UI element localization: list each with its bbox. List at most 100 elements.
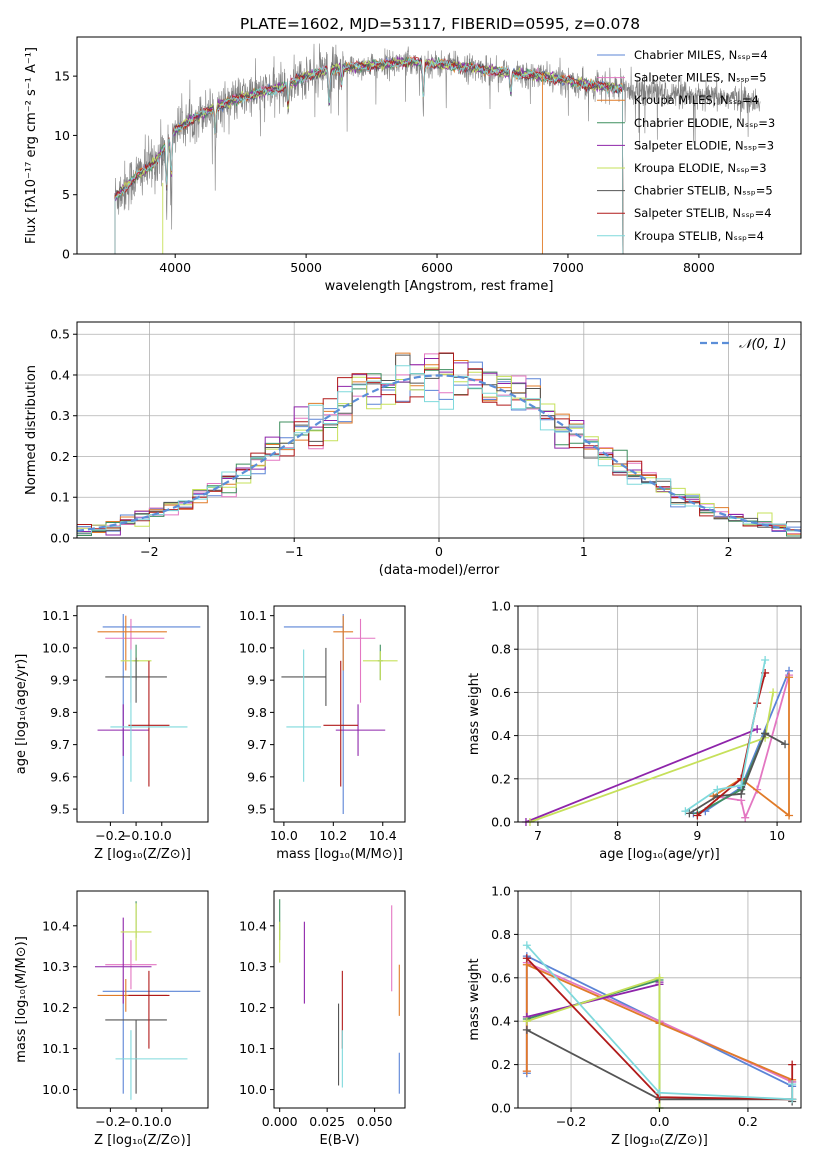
x-tick-label: 2	[725, 544, 733, 559]
x-tick-label: 10.0	[270, 828, 298, 843]
legend-label: Kroupa ELODIE, Nₛₛₚ=3	[634, 161, 767, 175]
weight-marker-kroupa-stelib	[788, 1095, 797, 1104]
y-tick-label: 9.6	[50, 769, 70, 784]
x-axis-label: mass [log₁₀(M/M⊙)]	[276, 847, 403, 862]
y-tick-label: 0.0	[50, 531, 70, 546]
weight-marker-salpeter-miles	[741, 813, 750, 822]
weight-marker-kroupa-stelib	[713, 785, 722, 794]
panel-age-vs-Z: −0.2−0.1 0.0 9.5 9.6 9.7 9.8 9.9 10.0 10.1 Z [log…	[14, 605, 209, 862]
x-tick-label: 8000	[683, 260, 715, 275]
y-tick-label: 10	[54, 128, 70, 143]
y-tick-label: 0.4	[491, 728, 511, 743]
y-tick-label: 5	[62, 187, 70, 202]
histograms	[77, 352, 801, 538]
weight-marker-kroupa-elodie	[655, 973, 664, 982]
x-tick-label: 6000	[421, 260, 453, 275]
y-tick-label: 10.1	[239, 608, 267, 623]
y-tick-label: 9.9	[50, 673, 70, 688]
y-tick-label: 0.6	[491, 970, 511, 985]
spectrum-lines	[114, 43, 761, 254]
weight-marker-kroupa-stelib	[761, 656, 770, 664]
spectrum-title: PLATE=1602, MJD=53117, FIBERID=0595, z=0…	[240, 15, 640, 33]
x-tick-label: 7000	[552, 260, 584, 275]
model-chabrier-miles	[114, 56, 624, 254]
y-tick-label: 10.3	[239, 959, 267, 974]
y-tick-label: 1.0	[491, 599, 511, 614]
x-tick-label: 1	[580, 544, 588, 559]
legend-label: Salpeter STELIB, Nₛₛₚ=4	[634, 206, 772, 220]
y-tick-label: 10.2	[42, 1000, 70, 1015]
x-axis-label: Z [log₁₀(Z/Z⊙)]	[611, 1133, 708, 1148]
x-axis-label: age [log₁₀(age/yr)]	[599, 847, 720, 862]
y-axis-label: Flux [fλ10⁻¹⁷ erg cm⁻² s⁻¹ A⁻¹]	[24, 47, 39, 244]
y-tick-label: 15	[54, 69, 70, 84]
weight-marker-chabrier-stelib	[737, 789, 746, 798]
x-tick-label: 8	[614, 828, 622, 843]
weight-marker-kroupa-miles	[785, 811, 794, 820]
x-tick-label: −2	[140, 544, 158, 559]
panel-weight-vs-age: 7 8 9 10 0.0 0.2 0.4 0.6 0.8 1.0 age [log₁₀(age/yr…	[467, 599, 802, 862]
legend-label: Salpeter MILES, Nₛₛₚ=5	[634, 71, 767, 85]
weight-line-salpeter-elodie	[525, 728, 758, 823]
y-tick-label: 10.0	[42, 1082, 70, 1097]
x-tick-label: −0.2	[556, 1114, 586, 1129]
y-tick-label: 0.4	[491, 1014, 511, 1029]
legend-label: Salpeter ELODIE, Nₛₛₚ=3	[634, 138, 774, 152]
x-tick-label: 10.4	[369, 828, 397, 843]
x-tick-label: −0.1	[121, 828, 151, 843]
legend-label: Chabrier STELIB, Nₛₛₚ=5	[634, 184, 773, 198]
axes-frame	[273, 605, 406, 823]
x-tick-label: 0.000	[262, 1114, 298, 1129]
panel-mass-vs-EBV: 0.000 0.025 0.050 10.0 10.1 10.2 10.3 10.4 E(B-V…	[239, 890, 406, 1148]
y-tick-label: 9.5	[50, 802, 70, 817]
weight-marker-kroupa-stelib	[655, 1088, 664, 1097]
histogram-kroupa-stelib	[77, 365, 801, 538]
x-tick-label: 4000	[159, 260, 191, 275]
y-tick-label: 0.1	[50, 490, 70, 505]
legend-label: 𝒩(0, 1)	[739, 337, 786, 352]
gaussian-curve	[77, 374, 801, 532]
y-tick-label: 0	[62, 247, 70, 262]
axes-frame	[76, 890, 209, 1109]
axes-frame	[76, 36, 802, 255]
x-axis-label: Z [log₁₀(Z/Z⊙)]	[94, 847, 191, 862]
weight-marker-chabrier-stelib	[781, 740, 790, 749]
y-tick-label: 10.1	[239, 1041, 267, 1056]
y-tick-label: 0.8	[491, 927, 511, 942]
axes-frame	[517, 605, 802, 823]
y-tick-label: 0.2	[491, 1057, 511, 1072]
weight-marker-kroupa-miles	[785, 673, 794, 682]
y-tick-label: 10.2	[239, 1000, 267, 1015]
legend-label: Chabrier ELODIE, Nₛₛₚ=3	[634, 116, 775, 130]
y-tick-label: 10.0	[239, 640, 267, 655]
weight-marker-salpeter-stelib	[522, 954, 531, 963]
panel-mass-vs-Z: −0.2−0.1 0.0 10.0 10.1 10.2 10.3 10.4 Z [log₁₀(…	[14, 890, 209, 1148]
y-tick-label: 0.5	[50, 327, 70, 342]
x-tick-label: 10.2	[319, 828, 347, 843]
y-tick-label: 9.8	[247, 705, 267, 720]
model-salpeter-elodie	[114, 55, 624, 254]
x-tick-label: 5000	[290, 260, 322, 275]
weight-line-kroupa-stelib	[526, 944, 794, 1101]
legend-label: Kroupa MILES, Nₛₛₚ=4	[634, 93, 759, 107]
y-tick-label: 9.7	[50, 737, 70, 752]
legend-label: Chabrier MILES, Nₛₛₚ=4	[634, 48, 768, 62]
x-tick-label: −0.2	[95, 828, 125, 843]
y-tick-label: 9.6	[247, 769, 267, 784]
model-kroupa-elodie	[114, 57, 624, 254]
y-tick-label: 9.8	[50, 705, 70, 720]
x-tick-label: −0.2	[95, 1114, 125, 1129]
weight-marker-kroupa-miles	[522, 1067, 531, 1076]
weight-marker-chabrier-stelib	[761, 729, 770, 738]
y-tick-label: 9.5	[247, 802, 267, 817]
y-axis-label: mass weight	[467, 958, 482, 1040]
x-tick-label: 0.025	[309, 1114, 345, 1129]
weight-marker-kroupa-stelib	[681, 807, 690, 816]
weight-marker-kroupa-elodie	[522, 1017, 531, 1026]
x-tick-label: 0	[435, 544, 443, 559]
y-tick-label: 0.0	[491, 815, 511, 830]
x-tick-label: 0.0	[650, 1114, 670, 1129]
panel-spectrum: Chabrier MILES, Nₛₛₚ=4 Salpeter MILES, Nₛ…	[24, 36, 802, 294]
y-tick-label: 10.3	[42, 959, 70, 974]
